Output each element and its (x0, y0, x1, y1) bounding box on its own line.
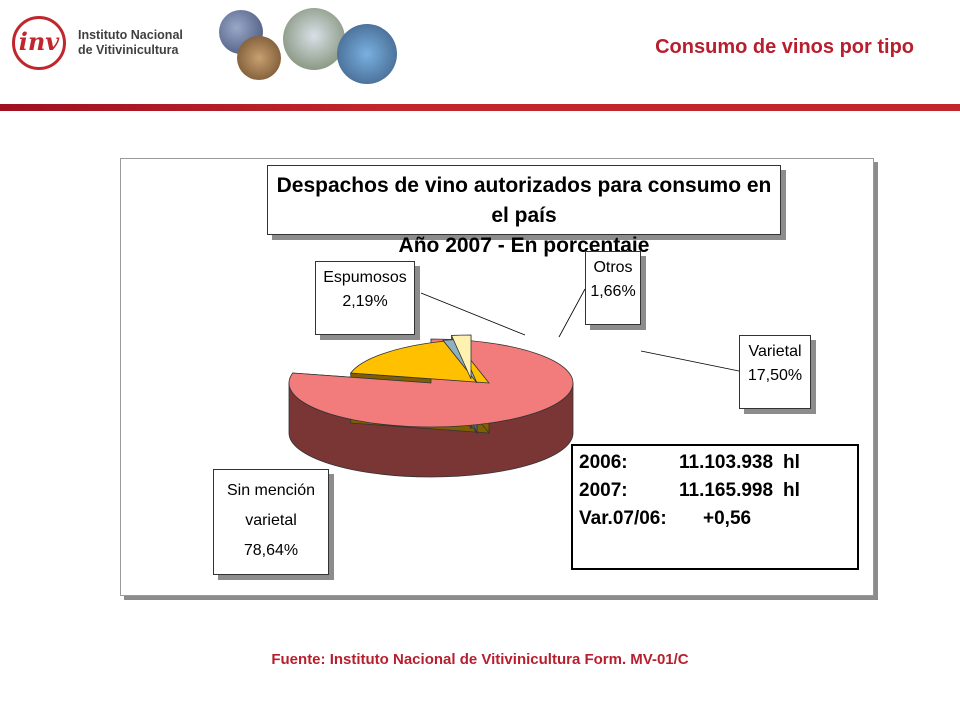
logo-letters: inv (18, 27, 60, 56)
logo-line-1: Instituto Nacional (78, 28, 183, 42)
slice-top-sin-menci-n-varietal (288, 338, 574, 428)
label-otros: Otros 1,66% (585, 251, 641, 325)
logo-line-2: de Vitivinicultura (78, 43, 179, 57)
stats-variation-label: Var.07/06: (579, 508, 667, 529)
chart-title: Despachos de vino autorizados para consu… (276, 174, 772, 227)
page-title: Consumo de vinos por tipo (655, 36, 914, 58)
label-sin-mencion-value: 78,64% (243, 542, 299, 559)
label-varietal: Varietal 17,50% (739, 335, 811, 409)
label-espumosos-name: Espumosos (323, 269, 407, 286)
label-sin-mencion-name-1: Sin mención (226, 482, 316, 499)
inv-logo: inv Instituto Nacional de Vitivinicultur… (12, 14, 192, 72)
stats-2006-label: 2006: (579, 452, 628, 473)
stats-row-variation: Var.07/06: +0,56 (579, 508, 857, 536)
label-sin-mencion: Sin mención varietal 78,64% (213, 469, 329, 575)
stats-row-2007: 2007: 11.165.998 hl (579, 480, 857, 508)
workers-photo-icon (337, 24, 397, 84)
stats-box: 2006: 11.103.938 hl 2007: 11.165.998 hl … (571, 444, 859, 570)
stats-2006-unit: hl (783, 452, 800, 473)
source-footer: Fuente: Instituto Nacional de Vitivinicu… (271, 651, 689, 668)
label-otros-value: 1,66% (590, 283, 636, 300)
stats-2006-value: 11.103.938 (679, 452, 774, 473)
label-espumosos: Espumosos 2,19% (315, 261, 415, 335)
vineyard-photo-icon (237, 36, 281, 80)
stats-variation-value: +0,56 (703, 508, 752, 529)
chart-subtitle: Año 2007 - En porcentaje (398, 234, 650, 257)
slice-top-espumosos (450, 334, 472, 380)
label-espumosos-value: 2,19% (342, 293, 388, 310)
label-varietal-name: Varietal (748, 343, 802, 360)
leader-otros (558, 288, 586, 338)
label-sin-mencion-name-2: varietal (245, 512, 297, 529)
stats-row-2006: 2006: 11.103.938 hl (579, 452, 857, 480)
stats-2007-unit: hl (783, 480, 800, 501)
leader-espumosos (420, 292, 526, 336)
stats-2007-value: 11.165.998 (679, 480, 774, 501)
chart-title-box: Despachos de vino autorizados para consu… (267, 165, 781, 257)
landscape-photo-icon (283, 8, 345, 70)
logo-text: Instituto Nacional de Vitivinicultura (78, 28, 183, 58)
stats-2007-label: 2007: (579, 480, 628, 501)
pie-chart (288, 288, 740, 478)
logo-circle-icon (12, 16, 66, 70)
leader-varietal (640, 350, 740, 372)
page-header: inv Instituto Nacional de Vitivinicultur… (0, 0, 960, 112)
label-otros-name: Otros (593, 259, 633, 276)
label-varietal-value: 17,50% (747, 367, 803, 384)
header-divider (0, 104, 960, 111)
header-photo-collage (205, 6, 405, 86)
chart-frame: Despachos de vino autorizados para consu… (120, 158, 874, 596)
